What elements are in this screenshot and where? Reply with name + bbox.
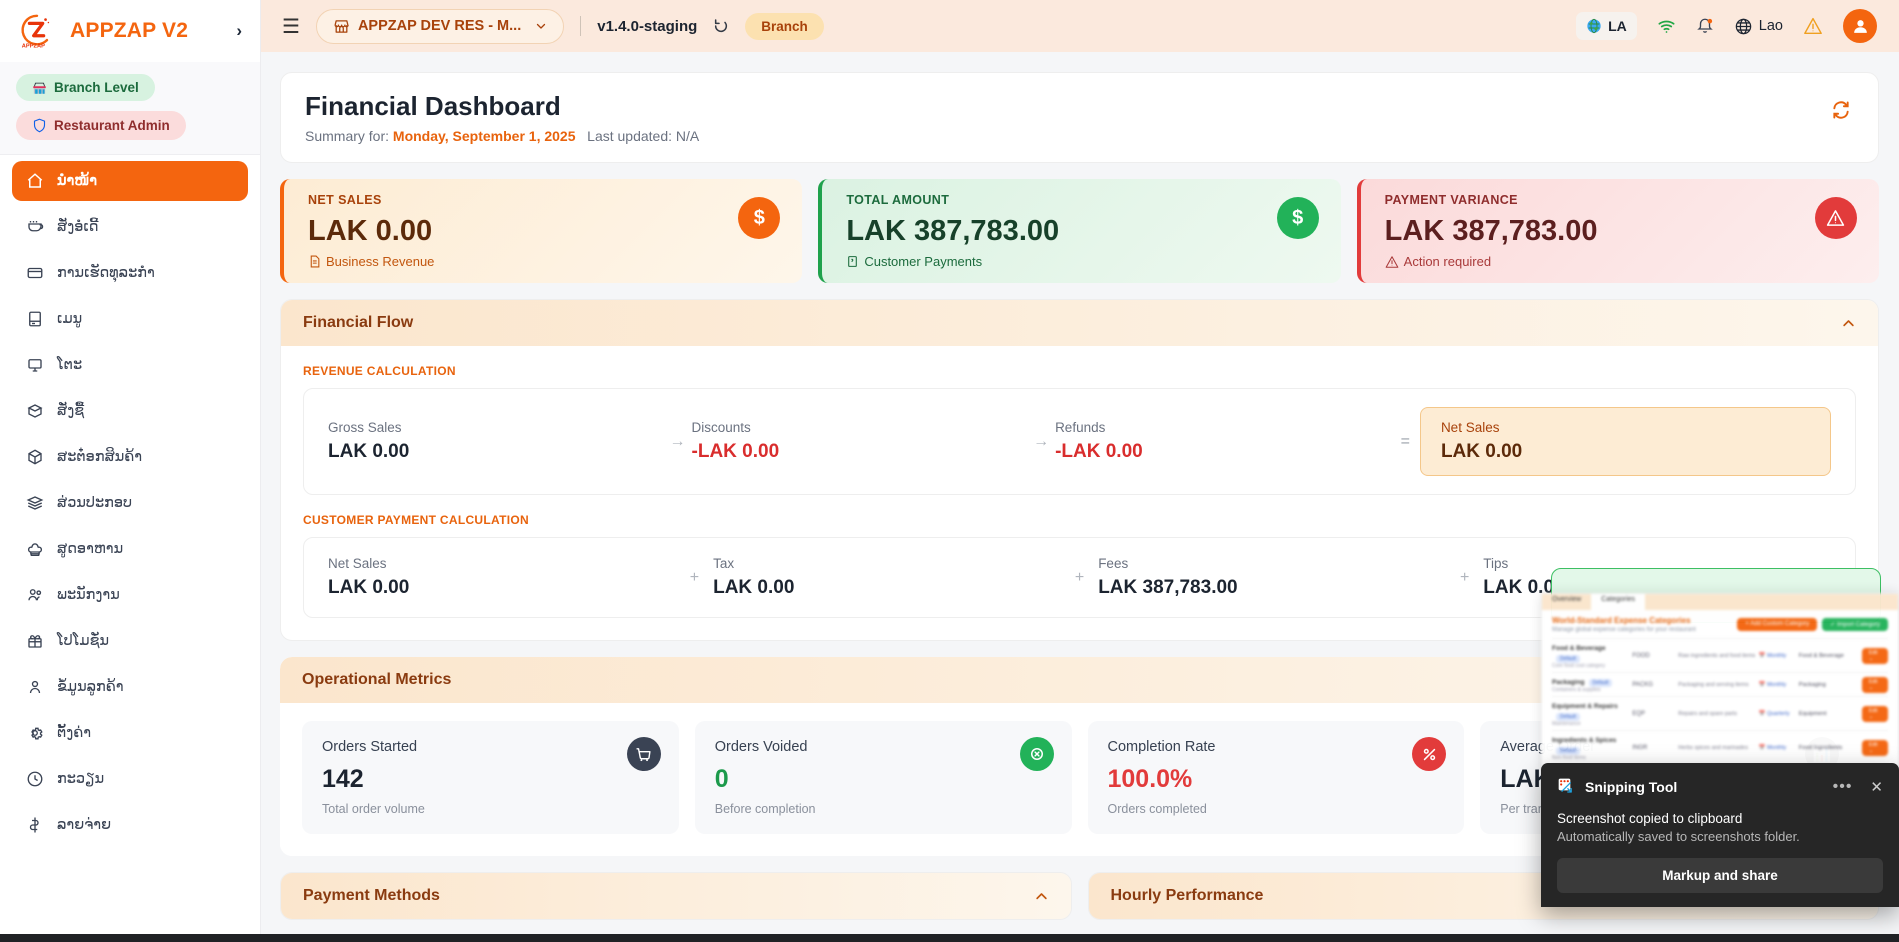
svg-text:APPZAP: APPZAP <box>22 44 45 50</box>
